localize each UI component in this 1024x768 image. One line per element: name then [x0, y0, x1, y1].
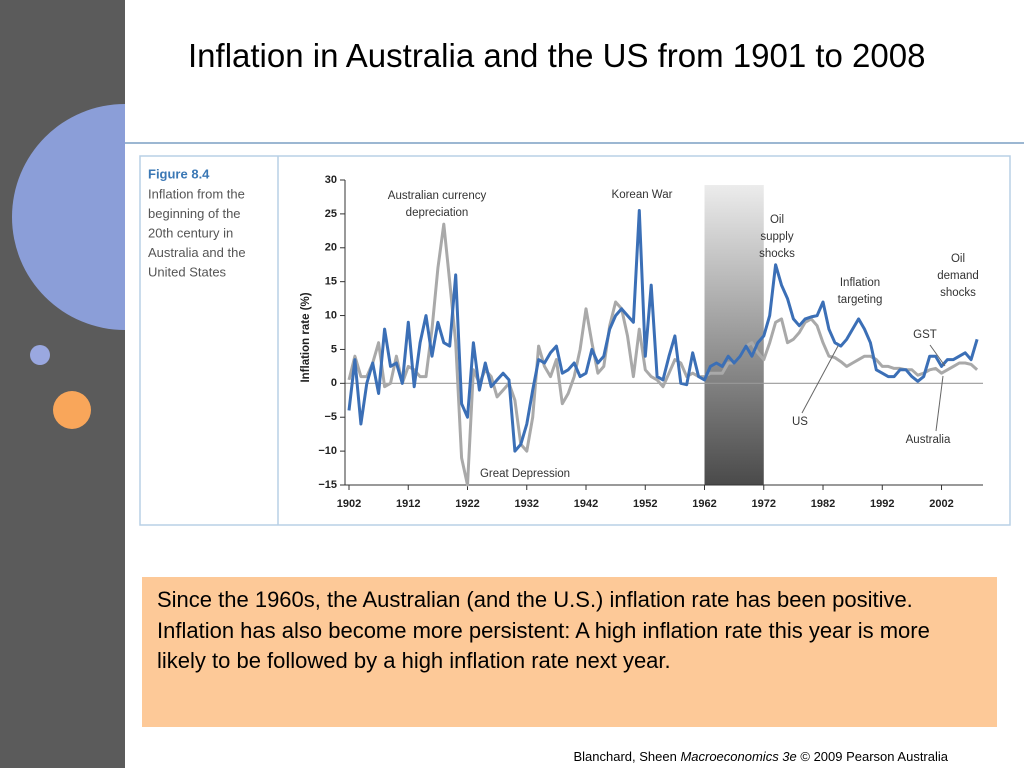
x-tick-label: 1962	[692, 498, 716, 510]
annotation: Inflation	[840, 277, 880, 289]
y-axis-label: Inflation rate (%)	[300, 292, 312, 382]
y-tick-label: −5	[324, 411, 337, 423]
annotation: Australian currency	[388, 190, 487, 202]
footer-book: Macroeconomics 3e	[680, 749, 797, 764]
y-tick-label: 0	[331, 377, 337, 389]
footer: Blanchard, Sheen Macroeconomics 3e © 200…	[573, 749, 948, 764]
figure-label: Figure 8.4	[148, 166, 210, 181]
x-tick-label: 2002	[929, 498, 953, 510]
annotation: demand	[937, 270, 979, 282]
annotation: GST	[913, 329, 937, 341]
x-tick-label: 1972	[752, 498, 776, 510]
shaded-period	[704, 185, 764, 485]
legend-pointer	[801, 345, 839, 414]
y-tick-label: −15	[318, 479, 337, 491]
annotation: Great Depression	[480, 468, 570, 480]
annotation: targeting	[838, 294, 883, 306]
series-line	[347, 209, 979, 453]
annotation: shocks	[759, 248, 795, 260]
x-tick-label: 1982	[811, 498, 835, 510]
footer-rest: © 2009 Pearson Australia	[796, 749, 948, 764]
figure-caption: Australia and the	[148, 245, 246, 260]
y-tick-label: 20	[325, 242, 337, 254]
text-box: Since the 1960s, the Australian (and the…	[142, 577, 997, 727]
x-tick-label: 1952	[633, 498, 657, 510]
y-tick-label: −10	[318, 445, 337, 457]
annotation: Oil	[770, 214, 784, 226]
figure-frame	[139, 155, 1011, 526]
x-tick-label: 1992	[870, 498, 894, 510]
y-tick-label: 25	[325, 208, 337, 220]
annotation-pointer	[929, 344, 946, 367]
x-tick-label: 1922	[455, 498, 479, 510]
figure-caption: United States	[148, 264, 227, 279]
figure-caption: 20th century in	[148, 225, 233, 240]
decor-dot	[53, 391, 91, 429]
figure-caption: Inflation from the	[148, 186, 245, 201]
annotation: depreciation	[406, 207, 469, 219]
chart: −15 −10 −5 0 5 10 15 20 25 30 1902 1912 1922 1932 1942…	[300, 174, 983, 510]
figure-caption: beginning of the	[148, 206, 241, 221]
decor-dot	[30, 345, 50, 365]
annotation: Oil	[951, 253, 965, 265]
legend-pointer	[935, 375, 944, 432]
x-tick-label: 1912	[396, 498, 420, 510]
legend-label: US	[792, 416, 808, 428]
x-tick-label: 1902	[337, 498, 361, 510]
y-tick-label: 15	[325, 276, 337, 288]
legend-label: Australia	[906, 434, 951, 446]
annotation: Korean War	[612, 189, 673, 201]
annotation: supply	[760, 231, 793, 243]
slide-title: Inflation in Australia and the US from 1…	[188, 37, 926, 74]
y-tick-label: 5	[331, 343, 337, 355]
footer-authors: Blanchard, Sheen	[573, 749, 681, 764]
y-tick-label: 30	[325, 174, 337, 186]
x-tick-label: 1932	[515, 498, 539, 510]
annotation: shocks	[940, 287, 976, 299]
decor-circle	[12, 104, 125, 330]
x-tick-label: 1942	[574, 498, 598, 510]
y-tick-label: 10	[325, 309, 337, 321]
